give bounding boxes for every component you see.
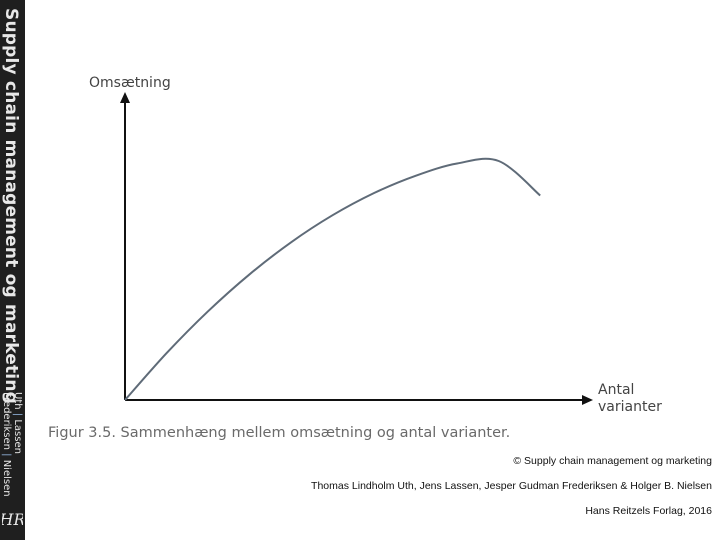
- revenue-curve: [124, 157, 541, 401]
- book-spine-sidebar: Supply chain management og marketing Uth…: [0, 0, 25, 540]
- author-separator: |: [1, 453, 12, 457]
- book-authors: Uth | Lassen Frederiksen | Nielsen: [1, 392, 23, 497]
- authors-text: Thomas Lindholm Uth, Jens Lassen, Jesper…: [311, 480, 712, 492]
- book-title: Supply chain management og marketing: [1, 8, 21, 405]
- logo-text: HR: [2, 510, 23, 529]
- publisher-text: Hans Reitzels Forlag, 2016: [585, 505, 712, 517]
- y-axis-label: Omsætning: [89, 75, 171, 91]
- publisher-logo-icon: HR: [2, 510, 23, 529]
- author-uth: Uth: [12, 392, 23, 410]
- credits: © Supply chain management og marketing T…: [311, 449, 712, 524]
- x-axis-arrow: [582, 395, 593, 405]
- author-frederiksen: Frederiksen: [1, 392, 12, 450]
- y-axis-arrow: [120, 92, 130, 103]
- author-nielsen: Nielsen: [1, 459, 12, 497]
- figure-caption: Figur 3.5. Sammenhæng mellem omsætning o…: [48, 425, 511, 441]
- author-lassen: Lassen: [12, 419, 23, 454]
- x-axis-label-line2: varianter: [598, 399, 662, 415]
- x-axis-label-line1: Antal: [598, 382, 634, 398]
- author-separator: |: [12, 412, 23, 417]
- copyright-text: © Supply chain management og marketing: [513, 455, 712, 467]
- chart-axes: [120, 92, 593, 405]
